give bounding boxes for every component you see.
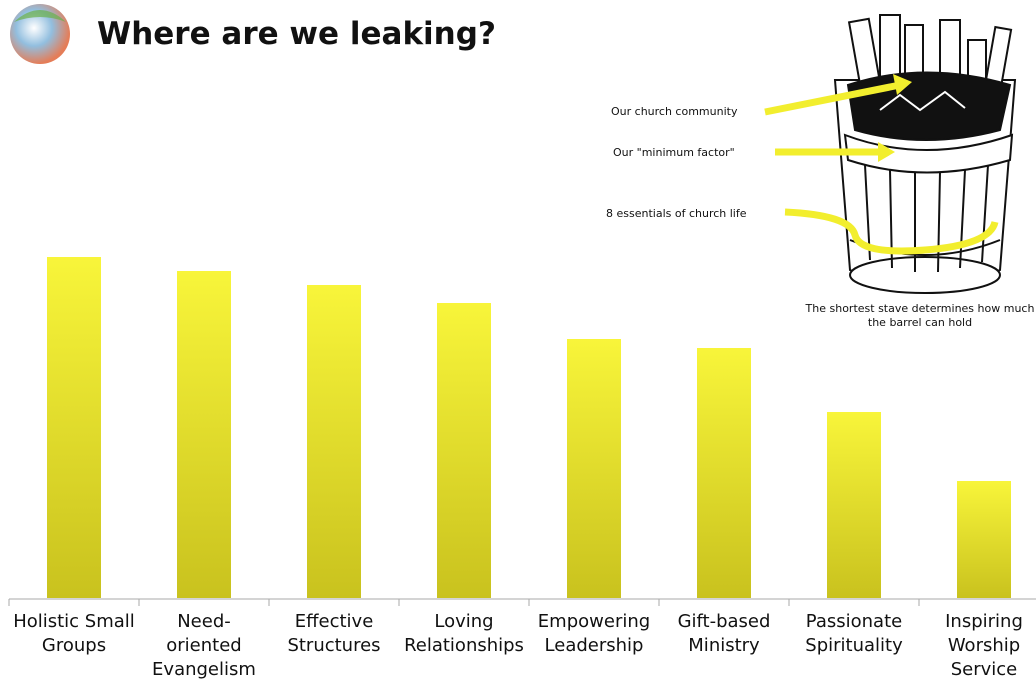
x-tick-label: Empowering Leadership (530, 610, 658, 658)
x-tick-label: Passionate Spirituality (790, 610, 918, 658)
bar (697, 348, 751, 598)
slide: Where are we leaking? Our church communi… (0, 0, 1036, 679)
slide-title: Where are we leaking? (97, 16, 496, 52)
chart (0, 0, 1036, 679)
barrel-caption: The shortest stave determines how much t… (800, 302, 1036, 330)
bar (437, 303, 491, 598)
bar (957, 481, 1011, 598)
page: Where are we leaking? Our church communi… (0, 0, 1036, 679)
x-tick-label: Effective Structures (270, 610, 398, 658)
x-axis (9, 599, 1036, 606)
x-tick-label: Loving Relationships (400, 610, 528, 658)
barrel-label: Our church community (611, 105, 737, 118)
bar (47, 257, 101, 598)
bar (177, 271, 231, 598)
barrel-label: Our "minimum factor" (613, 146, 735, 159)
bar (567, 339, 621, 598)
logo (10, 4, 70, 64)
x-tick-label: Inspiring Worship Service (920, 610, 1036, 679)
bar (827, 412, 881, 598)
x-tick-label: Need-oriented Evangelism (140, 610, 268, 679)
x-tick-label: Holistic Small Groups (10, 610, 138, 658)
bar (307, 285, 361, 598)
barrel-label: 8 essentials of church life (606, 207, 747, 220)
x-tick-label: Gift-based Ministry (660, 610, 788, 658)
